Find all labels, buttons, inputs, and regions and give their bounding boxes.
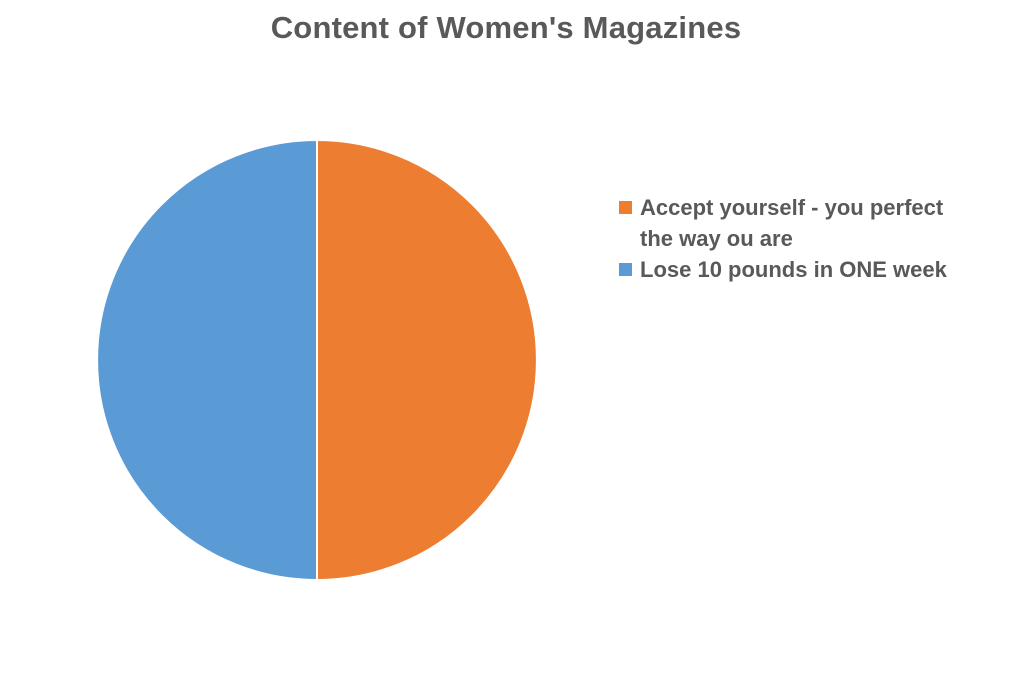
- legend-swatch-1: [619, 263, 632, 276]
- legend-label-0: Accept yourself - you perfect the way ou…: [640, 195, 944, 251]
- pie-slice-1: [96, 138, 318, 582]
- legend-entry-1: Lose 10 pounds in ONE week: [619, 254, 999, 285]
- legend-swatch-0: [619, 201, 632, 214]
- legend-entry-0: Accept yourself - you perfect the way ou…: [619, 192, 999, 254]
- pie-slice-0: [316, 138, 538, 582]
- legend-label-1: Lose 10 pounds in ONE week: [640, 257, 947, 282]
- chart-title: Content of Women's Magazines: [270, 10, 742, 45]
- chart-legend: Accept yourself - you perfect the way ou…: [619, 192, 999, 285]
